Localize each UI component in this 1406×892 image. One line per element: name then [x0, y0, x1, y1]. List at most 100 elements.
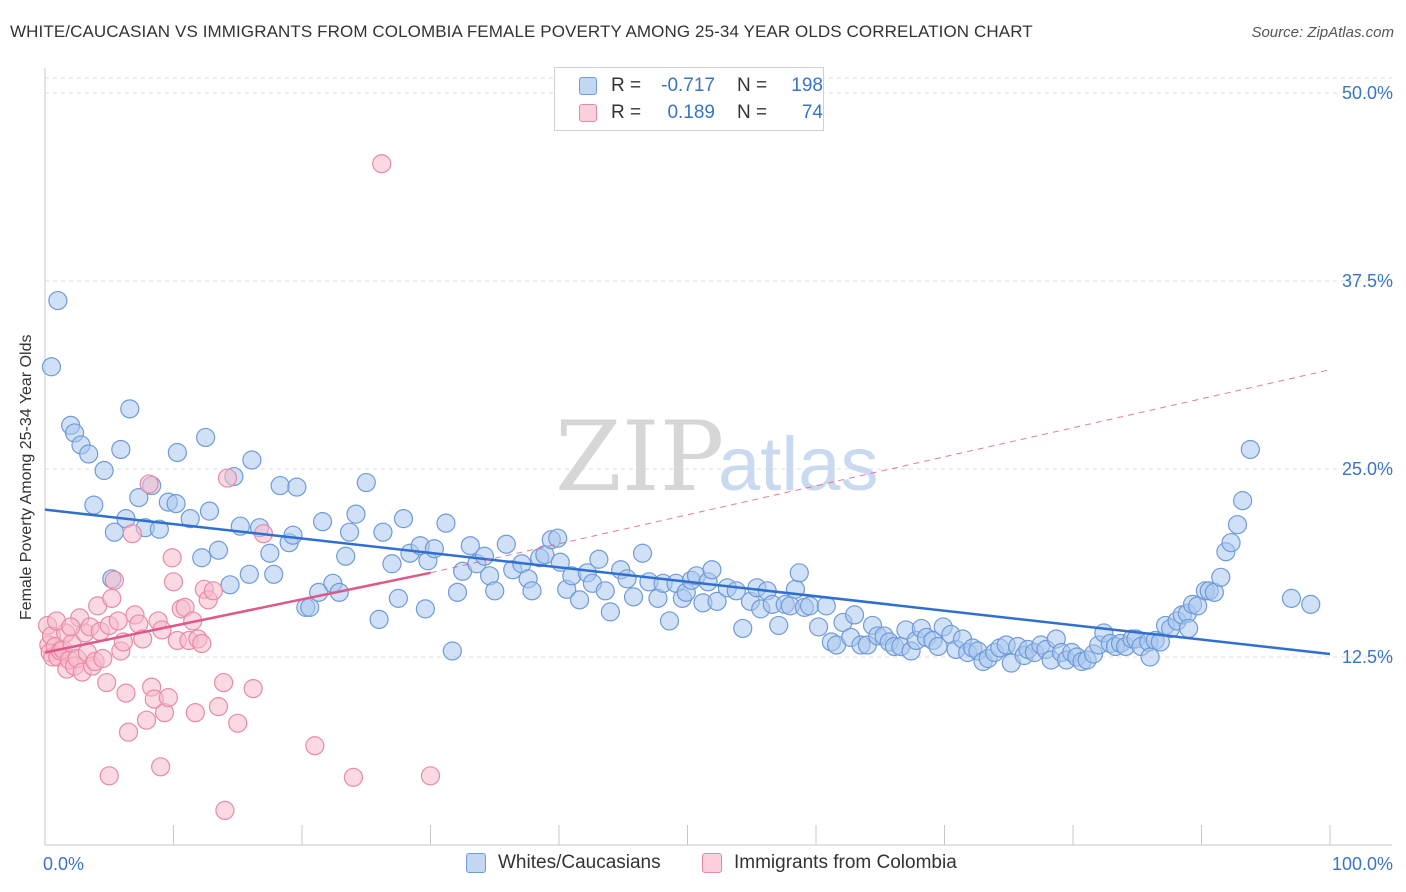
whites-point — [1281, 588, 1302, 608]
whites-point — [270, 475, 290, 496]
colombia-point — [102, 588, 122, 608]
correlation-legend: R = -0.717 N = 198 R = 0.189 N = 74 — [554, 67, 824, 131]
colombia-point — [162, 548, 182, 568]
whites-point — [1240, 439, 1260, 460]
colombia-point — [192, 633, 212, 654]
whites-point — [373, 522, 393, 542]
whites-point — [623, 587, 644, 607]
colombia-point — [151, 757, 171, 777]
tick-labels: 12.5% 25.0% 37.5% 50.0% 0.0% 100.0% — [43, 83, 1393, 874]
whites-point — [733, 618, 753, 639]
colombia-trend-line — [44, 571, 431, 654]
whites-point — [111, 439, 131, 460]
whites-point — [166, 494, 186, 514]
watermark-atlas: atlas — [718, 422, 879, 507]
whites-point — [1179, 618, 1199, 639]
whites-point — [1211, 567, 1231, 587]
colombia-point — [420, 766, 441, 786]
whites-point — [1221, 533, 1241, 553]
axes — [44, 68, 1392, 846]
legend-r-value: 0.189 — [667, 102, 715, 123]
whites-point — [569, 590, 590, 610]
whites-point — [789, 563, 809, 583]
whites-point — [816, 596, 836, 616]
colombia-point — [214, 672, 234, 693]
x-tick-label: 0.0% — [43, 854, 84, 874]
whites-point — [199, 501, 220, 521]
chart-title: WHITE/CAUCASIAN VS IMMIGRANTS FROM COLOM… — [10, 22, 1033, 41]
colombia-point — [122, 524, 142, 544]
whites-point — [242, 450, 262, 470]
legend-swatch-whites — [579, 77, 597, 95]
watermark-zip: ZIP — [555, 401, 724, 513]
whites-point — [436, 513, 456, 533]
colombia-point — [343, 767, 363, 787]
legend-row-colombia: R = 0.189 N = 74 — [579, 101, 823, 125]
whites-point — [442, 641, 462, 661]
whites-point — [548, 528, 568, 548]
colombia-point — [372, 154, 392, 174]
series-label-whites: Whites/Caucasians — [498, 852, 661, 873]
whites-point — [312, 512, 333, 532]
whites-point — [415, 599, 435, 619]
whites-point — [192, 548, 212, 568]
y-tick-label: 50.0% — [1342, 83, 1393, 103]
colombia-point — [93, 648, 113, 669]
legend-n-value: 198 — [791, 75, 823, 96]
series-swatch-colombia — [702, 853, 722, 873]
whites-point — [485, 581, 505, 601]
whites-point — [589, 549, 609, 569]
whites-point — [220, 575, 240, 595]
watermark: ZIP atlas — [555, 401, 879, 513]
colombia-point — [215, 800, 235, 821]
whites-point — [180, 509, 200, 529]
whites-point — [129, 487, 149, 508]
whites-point — [382, 554, 402, 574]
whites-point — [659, 611, 680, 631]
legend-row-whites: R = -0.717 N = 198 — [579, 74, 823, 98]
whites-point — [595, 581, 615, 601]
colombia-point — [116, 683, 136, 703]
y-tick-label: 25.0% — [1342, 459, 1393, 479]
whites-point — [41, 357, 62, 377]
whites-point — [339, 522, 360, 542]
whites-point — [94, 460, 114, 481]
whites-point — [702, 560, 722, 580]
series-legend-whites: Whites/Caucasians — [466, 852, 661, 874]
series-legend: Whites/Caucasians Immigrants from Colomb… — [0, 852, 1406, 878]
whites-point — [120, 399, 140, 419]
colombia-point — [305, 736, 325, 756]
colombia-point — [97, 672, 117, 693]
series-label-colombia: Immigrants from Colombia — [734, 852, 957, 873]
legend-n-label: N = — [737, 102, 768, 123]
whites-point — [447, 582, 468, 602]
legend-n-value: 74 — [801, 102, 823, 123]
whites-point — [1188, 596, 1208, 616]
colombia-point — [139, 474, 159, 494]
whites-point — [196, 427, 216, 448]
whites-point — [1233, 491, 1253, 511]
series-swatch-whites — [466, 853, 486, 873]
colombia-point — [118, 722, 139, 742]
whites-point — [799, 596, 820, 616]
whites-point — [632, 543, 653, 563]
whites-point — [336, 546, 356, 566]
whites-point — [264, 564, 284, 584]
whites-point — [283, 525, 303, 545]
legend-swatch-colombia — [579, 104, 597, 122]
colombia-point — [99, 766, 119, 786]
whites-point — [600, 602, 621, 622]
whites-point — [808, 617, 829, 637]
whites-point — [460, 536, 480, 556]
colombia-point — [158, 688, 178, 708]
colombia-point — [108, 611, 128, 631]
y-axis-title: Female Poverty Among 25-34 Year Olds — [18, 334, 35, 621]
colombia-point — [61, 617, 81, 637]
whites-point — [474, 546, 495, 566]
whites-point — [707, 591, 727, 611]
whites-point — [239, 564, 259, 584]
whites-point — [356, 472, 376, 493]
whites-point — [149, 519, 169, 539]
whites-point — [393, 509, 414, 529]
whites-point — [1301, 594, 1321, 614]
